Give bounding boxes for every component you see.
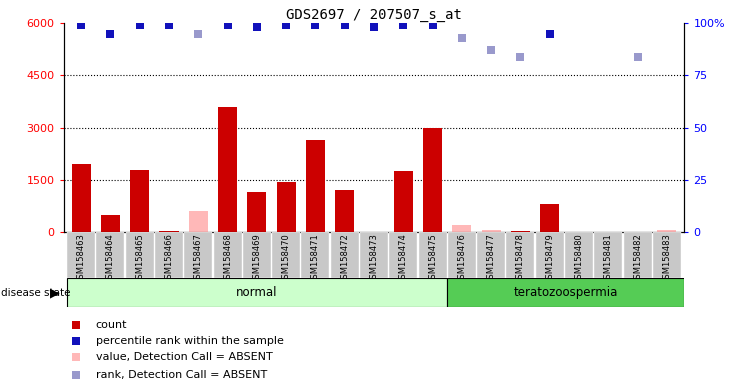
Text: GSM158467: GSM158467 (194, 233, 203, 284)
Bar (511, 231, 530, 232)
Bar (653, 232, 681, 278)
Point (105, 30, 117, 36)
Bar (594, 232, 622, 278)
Bar (272, 232, 300, 278)
Bar (565, 232, 593, 278)
Text: GSM158470: GSM158470 (282, 233, 291, 284)
Text: GSM158475: GSM158475 (428, 233, 437, 284)
Text: GSM158483: GSM158483 (662, 233, 672, 284)
Point (280, 22, 292, 28)
Text: GSM158474: GSM158474 (399, 233, 408, 284)
Point (527, 137, 539, 143)
Bar (393, 171, 413, 232)
Bar (419, 232, 447, 278)
Bar (447, 278, 684, 307)
Text: teratozoospermia: teratozoospermia (514, 286, 618, 299)
Text: disease state: disease state (1, 288, 71, 298)
Text: normal: normal (236, 286, 278, 299)
Bar (101, 215, 120, 232)
Bar (277, 182, 295, 232)
Bar (453, 225, 471, 232)
Bar (130, 170, 150, 232)
Bar (213, 232, 242, 278)
Text: GSM158482: GSM158482 (633, 233, 642, 284)
Point (544, 30, 556, 36)
Bar (96, 232, 124, 278)
Point (251, 24, 263, 30)
Point (339, 22, 351, 28)
Text: ▶: ▶ (50, 286, 60, 300)
Bar (335, 190, 355, 232)
Point (456, 35, 468, 41)
Bar (506, 232, 535, 278)
Bar (477, 232, 505, 278)
Text: GSM158473: GSM158473 (370, 233, 378, 284)
Point (163, 22, 175, 28)
Bar (536, 232, 564, 278)
Text: GSM158465: GSM158465 (135, 233, 144, 284)
Point (221, 22, 233, 28)
Bar (448, 232, 476, 278)
Bar (389, 232, 417, 278)
Text: GSM158476: GSM158476 (457, 233, 466, 284)
Point (134, 22, 146, 28)
Point (527, 297, 539, 303)
Text: GSM158471: GSM158471 (311, 233, 320, 284)
Point (426, 22, 438, 28)
Bar (126, 232, 154, 278)
Bar (184, 232, 212, 278)
Bar (331, 232, 359, 278)
Bar (360, 232, 388, 278)
Bar (67, 232, 95, 278)
Point (368, 24, 380, 30)
Text: GSM158481: GSM158481 (604, 233, 613, 284)
Text: GSM158464: GSM158464 (106, 233, 115, 284)
Point (75, 22, 87, 28)
Point (631, 53, 643, 60)
Bar (159, 231, 179, 232)
Text: rank, Detection Call = ABSENT: rank, Detection Call = ABSENT (96, 370, 267, 380)
Title: GDS2697 / 207507_s_at: GDS2697 / 207507_s_at (286, 8, 462, 22)
Bar (306, 140, 325, 232)
Bar (243, 232, 271, 278)
Point (310, 22, 322, 28)
Point (485, 47, 497, 53)
Point (192, 30, 204, 36)
Text: GSM158477: GSM158477 (487, 233, 496, 284)
Text: GSM158468: GSM158468 (223, 233, 232, 284)
Text: GSM158466: GSM158466 (165, 233, 174, 284)
Bar (188, 211, 208, 232)
Bar (155, 232, 183, 278)
Bar (218, 107, 237, 232)
Point (515, 53, 527, 60)
Text: GSM158469: GSM158469 (252, 233, 261, 284)
Bar (301, 232, 329, 278)
Point (397, 22, 409, 28)
Text: GSM158472: GSM158472 (340, 233, 349, 284)
Text: GSM158479: GSM158479 (545, 233, 554, 284)
Text: GSM158463: GSM158463 (76, 233, 86, 284)
Bar (624, 232, 652, 278)
Text: GSM158478: GSM158478 (516, 233, 525, 284)
Bar (482, 230, 500, 232)
Bar (657, 230, 676, 232)
Text: percentile rank within the sample: percentile rank within the sample (96, 336, 283, 346)
Bar (423, 127, 442, 232)
Bar (248, 192, 266, 232)
Bar (72, 164, 91, 232)
Bar (540, 204, 560, 232)
Text: count: count (96, 319, 127, 330)
Text: GSM158480: GSM158480 (574, 233, 583, 284)
Text: value, Detection Call = ABSENT: value, Detection Call = ABSENT (96, 352, 272, 362)
Bar (67, 278, 447, 307)
